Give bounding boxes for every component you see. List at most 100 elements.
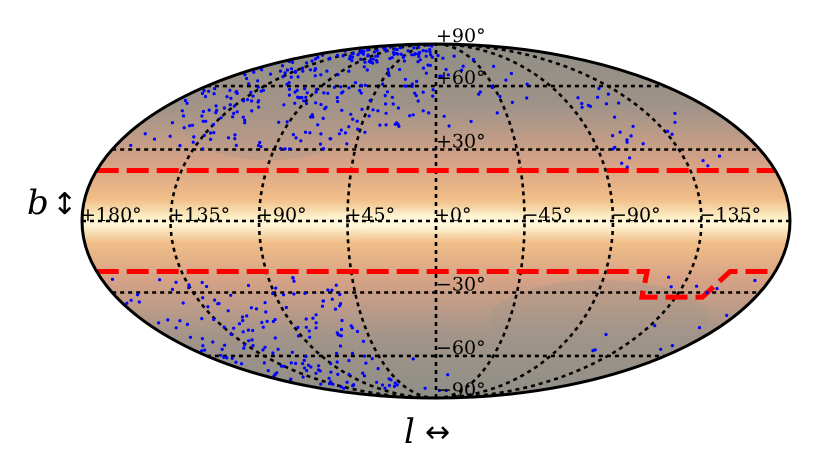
source-point xyxy=(242,346,246,350)
source-point xyxy=(170,121,174,125)
source-point xyxy=(341,90,345,94)
source-point xyxy=(273,336,277,340)
source-point xyxy=(241,330,245,334)
source-point xyxy=(371,57,375,61)
source-point xyxy=(414,94,418,98)
source-point xyxy=(251,344,255,348)
source-point xyxy=(430,55,434,59)
source-point xyxy=(260,68,264,72)
source-point xyxy=(203,94,208,99)
source-point xyxy=(191,140,195,144)
source-point xyxy=(341,54,345,58)
graticule xyxy=(82,44,790,398)
source-point xyxy=(314,90,318,94)
source-point xyxy=(437,388,442,393)
source-point xyxy=(317,364,321,368)
source-point xyxy=(325,69,329,73)
b-axis-letter: b xyxy=(27,183,49,223)
source-point xyxy=(641,142,645,146)
source-point xyxy=(314,321,318,325)
source-point xyxy=(361,371,365,375)
source-point xyxy=(322,91,326,95)
source-point xyxy=(187,286,191,290)
source-point xyxy=(215,108,219,112)
source-point xyxy=(327,376,331,380)
source-point xyxy=(213,298,217,302)
source-point xyxy=(168,134,172,138)
source-point xyxy=(181,301,185,305)
source-point xyxy=(249,90,253,94)
source-point xyxy=(311,115,315,119)
latitude-tick-label: +30° xyxy=(436,131,486,153)
source-point xyxy=(611,134,615,138)
source-point xyxy=(338,344,343,348)
source-point xyxy=(296,75,300,79)
source-point xyxy=(136,293,140,297)
source-point xyxy=(363,60,367,64)
source-point xyxy=(304,325,308,329)
source-point xyxy=(363,130,367,134)
longitude-tick-label: −90° xyxy=(611,204,661,226)
source-point xyxy=(294,69,298,73)
source-point xyxy=(423,386,427,390)
source-point xyxy=(293,101,297,105)
source-point xyxy=(429,53,433,57)
source-point xyxy=(223,343,227,347)
source-point xyxy=(243,73,247,77)
source-point xyxy=(269,72,273,76)
source-point xyxy=(263,345,267,349)
source-point xyxy=(345,142,349,146)
source-point xyxy=(314,67,318,71)
source-point xyxy=(620,161,624,165)
source-point xyxy=(301,69,305,73)
source-point xyxy=(363,83,367,87)
source-point xyxy=(214,104,218,108)
source-point xyxy=(701,159,705,163)
source-point xyxy=(604,332,608,337)
source-point xyxy=(669,285,673,289)
source-point xyxy=(319,132,323,136)
source-point xyxy=(359,49,363,53)
source-point xyxy=(385,90,390,94)
source-point xyxy=(490,84,494,88)
source-point xyxy=(625,165,629,169)
source-point xyxy=(219,353,223,357)
source-point xyxy=(335,351,339,355)
source-point xyxy=(229,332,233,336)
cut-line-south xyxy=(96,269,776,300)
source-point xyxy=(358,88,362,93)
source-point xyxy=(412,46,416,50)
source-point xyxy=(200,91,205,95)
source-point xyxy=(369,57,373,62)
source-point xyxy=(471,57,476,62)
source-point xyxy=(319,102,323,107)
source-point xyxy=(436,53,440,58)
source-point xyxy=(303,366,307,370)
source-point xyxy=(384,102,388,106)
source-point xyxy=(304,354,308,359)
source-point xyxy=(324,105,328,109)
source-point xyxy=(283,71,287,75)
source-point xyxy=(185,101,189,105)
source-point xyxy=(374,54,378,58)
horizontal-arrow-icon: ↔ xyxy=(425,415,450,450)
source-point xyxy=(157,321,161,325)
source-point xyxy=(287,93,291,97)
source-point xyxy=(304,95,308,99)
source-point xyxy=(446,73,450,77)
source-point xyxy=(225,95,229,99)
source-point xyxy=(334,283,338,287)
source-point xyxy=(424,54,428,58)
longitude-tick-label: +0° xyxy=(434,204,472,226)
source-point xyxy=(340,318,344,323)
longitude-tick-label: +180° xyxy=(80,204,142,226)
source-point xyxy=(252,70,256,74)
source-point xyxy=(229,293,233,297)
source-point xyxy=(596,95,600,99)
source-point xyxy=(411,357,415,361)
source-point xyxy=(417,45,421,49)
source-point xyxy=(200,349,204,353)
source-point xyxy=(308,131,312,135)
source-point xyxy=(606,92,611,96)
source-point xyxy=(284,305,288,310)
